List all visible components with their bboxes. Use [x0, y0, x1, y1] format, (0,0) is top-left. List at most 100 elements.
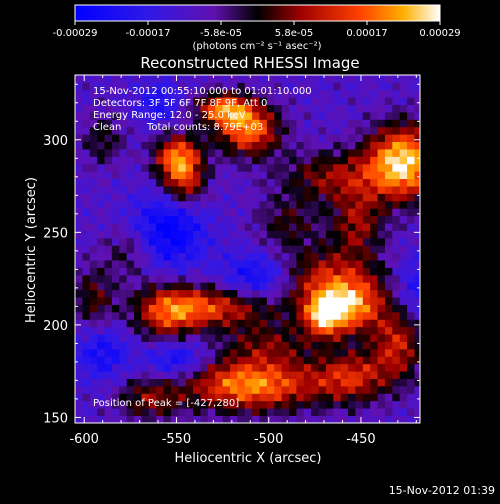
heatmap-cell: [281, 200, 290, 209]
heatmap-cell: [134, 178, 142, 187]
heatmap-cell: [311, 371, 319, 379]
heatmap-cell: [392, 223, 401, 231]
heatmap-cell: [325, 237, 334, 246]
heatmap-cell: [156, 289, 164, 298]
heatmap-cell: [289, 119, 297, 128]
heatmap-cell: [296, 82, 305, 91]
heatmap-cell: [311, 200, 319, 209]
heatmap-cell: [222, 119, 231, 128]
heatmap-cell: [333, 230, 342, 239]
heatmap-cell: [311, 230, 319, 239]
heatmap-cell: [237, 89, 246, 98]
heatmap-cell: [392, 400, 401, 409]
heatmap-cell: [333, 112, 342, 120]
heatmap-cell: [82, 304, 91, 313]
heatmap-cell: [193, 156, 201, 165]
heatmap-cell: [111, 408, 120, 416]
heatmap-cell: [207, 141, 216, 150]
heatmap-cell: [89, 156, 98, 165]
heatmap-cell: [222, 75, 231, 83]
heatmap-cell: [148, 348, 157, 357]
colorbar-tick-label: 0.00017: [346, 28, 387, 39]
heatmap-cell: [111, 97, 120, 106]
heatmap-cell: [274, 326, 283, 335]
heatmap-cell: [399, 311, 408, 320]
heatmap-cell: [340, 415, 349, 423]
heatmap-cell: [82, 289, 91, 298]
heatmap-cell: [134, 400, 142, 409]
heatmap-cell: [229, 282, 238, 291]
heatmap-cell: [289, 149, 297, 157]
heatmap-cell: [407, 171, 415, 180]
heatmap-cell: [296, 282, 305, 291]
heatmap-cell: [407, 163, 415, 172]
heatmap-cell: [185, 356, 194, 365]
heatmap-cell: [141, 304, 150, 313]
heatmap-cell: [259, 163, 268, 172]
heatmap-cell: [281, 89, 290, 98]
heatmap-cell: [215, 223, 223, 231]
heatmap-cell: [185, 289, 194, 298]
heatmap-cell: [156, 200, 164, 209]
heatmap-cell: [281, 400, 290, 409]
heatmap-cell: [82, 223, 91, 231]
heatmap-cell: [311, 89, 319, 98]
heatmap-cell: [303, 348, 312, 357]
heatmap-cell: [126, 252, 135, 261]
heatmap-cell: [311, 267, 319, 276]
heatmap-cell: [141, 163, 150, 172]
heatmap-cell: [134, 341, 142, 350]
heatmap-cell: [348, 334, 356, 342]
heatmap-cell: [289, 408, 297, 416]
heatmap-cell: [274, 230, 283, 239]
heatmap-cell: [325, 171, 334, 180]
heatmap-cell: [399, 297, 408, 305]
heatmap-cell: [244, 230, 253, 239]
heatmap-cell: [266, 311, 275, 320]
heatmap-cell: [325, 75, 334, 83]
heatmap-cell: [384, 348, 393, 357]
heatmap-cell: [75, 371, 83, 379]
heatmap-cell: [289, 282, 297, 291]
heatmap-cell: [89, 289, 98, 298]
heatmap-cell: [97, 208, 105, 217]
heatmap-cell: [244, 274, 253, 283]
heatmap-cell: [215, 348, 223, 357]
heatmap-cell: [370, 230, 378, 239]
heatmap-cell: [207, 200, 216, 209]
heatmap-cell: [399, 319, 408, 328]
heatmap-cell: [111, 200, 120, 209]
heatmap-cell: [318, 356, 327, 365]
heatmap-cell: [399, 97, 408, 106]
heatmap-cell: [296, 112, 305, 120]
heatmap-cell: [303, 134, 312, 143]
heatmap-cell: [97, 237, 105, 246]
heatmap-cell: [259, 75, 268, 83]
x-tick-label: -600: [69, 432, 99, 447]
heatmap-cell: [333, 378, 342, 387]
heatmap-cell: [148, 134, 157, 143]
heatmap-cell: [193, 223, 201, 231]
heatmap-cell: [141, 82, 150, 91]
heatmap-cell: [244, 415, 253, 423]
heatmap-cell: [237, 119, 246, 128]
heatmap-cell: [111, 378, 120, 387]
heatmap-cell: [362, 126, 371, 135]
heatmap-cell: [111, 304, 120, 313]
heatmap-cell: [303, 334, 312, 342]
heatmap-cell: [134, 378, 142, 387]
heatmap-cell: [119, 400, 128, 409]
heatmap-cell: [399, 186, 408, 194]
heatmap-cell: [229, 245, 238, 254]
heatmap-cell: [89, 356, 98, 365]
heatmap-cell: [215, 400, 223, 409]
heatmap-cell: [229, 304, 238, 313]
heatmap-cell: [141, 223, 150, 231]
heatmap-cell: [82, 297, 91, 305]
heatmap-cell: [414, 297, 420, 305]
heatmap-cell: [170, 393, 179, 402]
heatmap-cell: [237, 97, 246, 106]
heatmap-cell: [148, 252, 157, 261]
heatmap-cell: [244, 215, 253, 224]
heatmap-cell: [362, 311, 371, 320]
